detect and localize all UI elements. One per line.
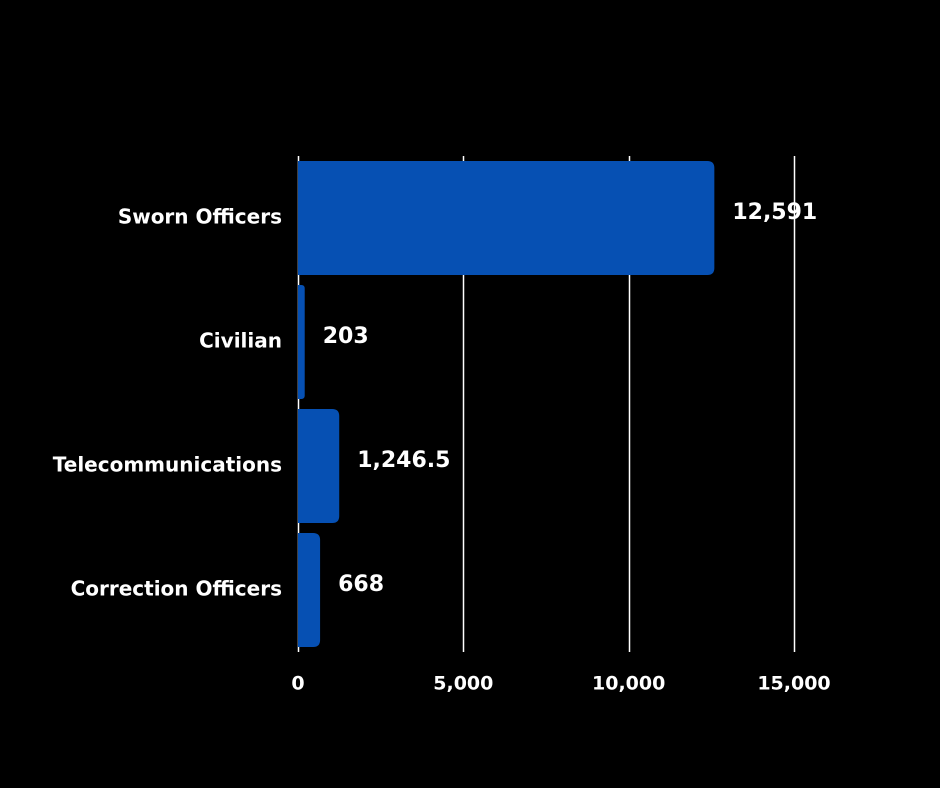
x-axis-tick-labels: 0 5,000 10,000 15,000 xyxy=(291,673,830,695)
value-labels: 12,591 203 1,246.5 668 xyxy=(323,200,818,597)
bar xyxy=(298,533,321,647)
category-label: Sworn Officers xyxy=(118,205,282,229)
bar xyxy=(298,161,715,275)
data-label: 1,246.5 xyxy=(357,448,450,473)
x-tick-label: 15,000 xyxy=(757,673,830,695)
category-labels: Sworn Officers Civilian Telecommunications… xyxy=(53,205,282,601)
x-tick-label: 5,000 xyxy=(433,673,493,695)
x-tick-label: 0 xyxy=(291,673,304,695)
bar xyxy=(298,409,340,523)
category-label: Civilian xyxy=(199,329,282,353)
bar xyxy=(298,285,305,399)
x-tick-label: 10,000 xyxy=(592,673,665,695)
category-label: Telecommunications xyxy=(53,453,282,477)
category-label: Correction Officers xyxy=(71,577,282,601)
bar-layer xyxy=(298,161,715,647)
data-label: 668 xyxy=(338,572,384,597)
data-label: 12,591 xyxy=(732,200,817,225)
data-label: 203 xyxy=(323,324,369,349)
